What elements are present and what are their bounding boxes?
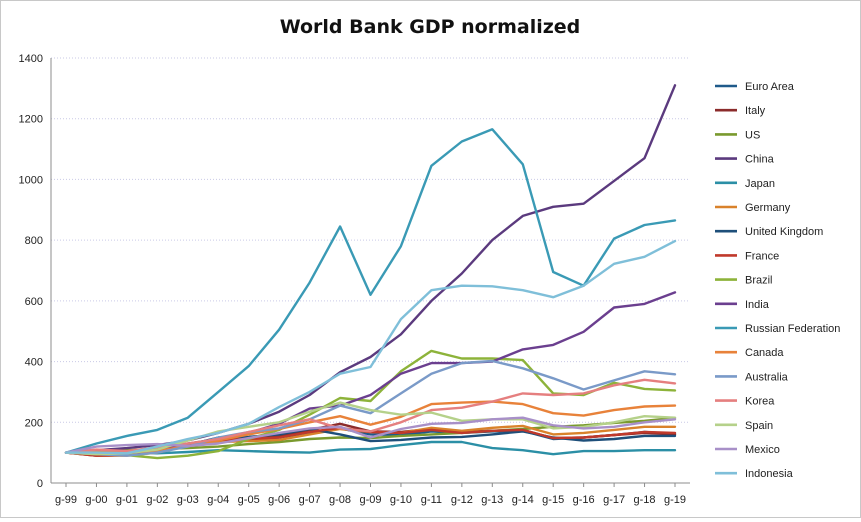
- series-line-china: [64, 84, 677, 454]
- legend-label: Germany: [745, 202, 791, 214]
- legend-label: Spain: [745, 420, 773, 432]
- legend-label: Euro Area: [745, 81, 795, 93]
- y-tick-label: 1200: [19, 114, 43, 126]
- y-tick-label: 800: [25, 235, 43, 247]
- series-line-japan: [64, 440, 677, 456]
- x-axis-ticks: g-99 g-00 g-01 g-02 g-03 g-04 g-05 g-06 g-07 g-08…: [55, 483, 686, 506]
- x-tick-label: g-00: [85, 494, 107, 506]
- series-line-australia: [64, 359, 677, 457]
- x-tick-label: g-01: [116, 494, 138, 506]
- series-line-canada: [64, 400, 677, 454]
- x-tick-label: g-14: [512, 494, 534, 506]
- series-line-russian-federation: [64, 128, 677, 454]
- x-tick-label: g-11: [421, 494, 442, 506]
- legend-label: Mexico: [745, 444, 780, 456]
- y-tick-label: 200: [25, 417, 43, 429]
- series-line-indonesia: [64, 239, 677, 455]
- x-tick-label: g-18: [634, 494, 656, 506]
- legend-label: Japan: [745, 178, 775, 190]
- legend-label: Canada: [745, 347, 784, 359]
- x-tick-label: g-04: [207, 494, 229, 506]
- x-tick-label: g-12: [451, 494, 473, 506]
- legend-label: US: [745, 129, 760, 141]
- legend-label: United Kingdom: [745, 226, 823, 238]
- x-tick-label: g-09: [359, 494, 381, 506]
- y-tick-label: 1400: [19, 53, 43, 65]
- legend-label: Italy: [745, 105, 766, 117]
- legend-label: Indonesia: [745, 468, 794, 480]
- y-tick-label: 600: [25, 296, 43, 308]
- x-tick-label: g-10: [390, 494, 412, 506]
- x-tick-label: g-17: [603, 494, 625, 506]
- x-tick-label: g-15: [542, 494, 564, 506]
- legend: Euro Area Italy US China Japan Germany United …: [715, 81, 840, 480]
- x-tick-label: g-05: [238, 494, 260, 506]
- legend-label: Brazil: [745, 275, 773, 287]
- y-tick-label: 400: [25, 357, 43, 369]
- x-tick-label: g-02: [146, 494, 168, 506]
- legend-label: Korea: [745, 396, 775, 408]
- x-tick-label: g-16: [573, 494, 595, 506]
- y-tick-label: 0: [37, 478, 43, 490]
- x-tick-label: g-13: [481, 494, 503, 506]
- y-axis-ticks: 0 200 400 600 800 1000 1200 1400: [19, 53, 43, 490]
- legend-label: Russian Federation: [745, 323, 840, 335]
- x-tick-label: g-99: [55, 494, 77, 506]
- chart-title: World Bank GDP normalized: [280, 16, 581, 38]
- x-tick-label: g-19: [664, 494, 686, 506]
- x-tick-label: g-07: [299, 494, 321, 506]
- legend-label: Australia: [745, 371, 789, 383]
- legend-label: France: [745, 250, 779, 262]
- legend-label: China: [745, 154, 775, 166]
- x-tick-label: g-03: [177, 494, 199, 506]
- y-tick-label: 1000: [19, 174, 43, 186]
- series-lines: [64, 84, 677, 460]
- x-tick-label: g-06: [268, 494, 290, 506]
- legend-label: India: [745, 299, 770, 311]
- x-tick-label: g-08: [329, 494, 351, 506]
